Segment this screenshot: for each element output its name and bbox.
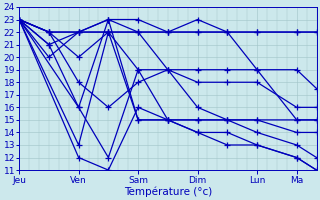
X-axis label: Température (°c): Température (°c)	[124, 186, 212, 197]
